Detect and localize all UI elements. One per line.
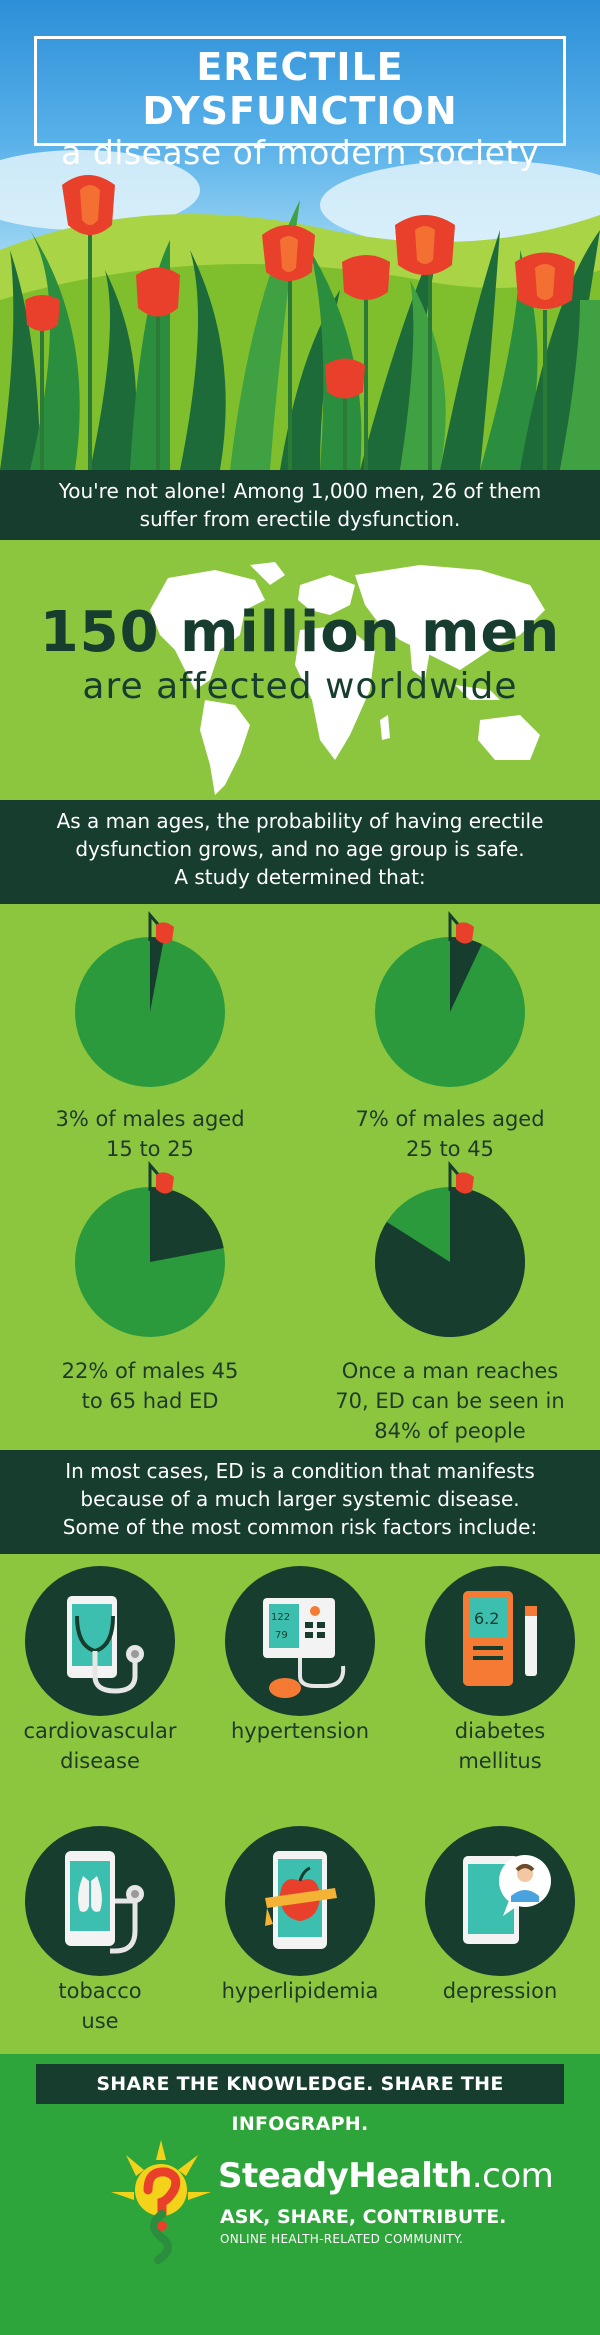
risk-label-line: hypertension bbox=[230, 1719, 370, 1743]
risk-item: tobacco use bbox=[0, 1826, 200, 2046]
title-frame: ERECTILE DYSFUNCTION a disease of modern… bbox=[34, 36, 566, 172]
risk-label: hypertension bbox=[200, 1716, 400, 1746]
risk-intro-line: Some of the most common risk factors inc… bbox=[62, 1515, 538, 1539]
wilted-tulip-icon bbox=[156, 1172, 174, 1194]
age-intro-line: dysfunction grows, and no age group is s… bbox=[75, 837, 525, 861]
brand-tagline-sub: ONLINE HEALTH-RELATED COMMUNITY. bbox=[220, 2232, 464, 2246]
pie-chart bbox=[75, 910, 225, 1087]
pie-chart bbox=[375, 1160, 525, 1337]
risk-label-line: tobacco bbox=[58, 1979, 142, 2003]
footer: SHARE THE KNOWLEDGE. SHARE THE INFOGRAPH… bbox=[0, 2054, 600, 2335]
stat-item: Once a man reaches 70, ED can be seen in… bbox=[300, 1154, 600, 1450]
risk-factors: cardiovascular disease 122 79 hypertensi… bbox=[0, 1554, 600, 2054]
blood-pressure-monitor-icon: 122 79 bbox=[225, 1566, 375, 1716]
risk-item: 122 79 hypertension bbox=[200, 1566, 400, 1806]
stat-item: 7% of males aged 25 to 45 bbox=[300, 904, 600, 1177]
tablet-stethoscope-icon bbox=[25, 1566, 175, 1716]
page-title: ERECTILE DYSFUNCTION bbox=[142, 45, 458, 133]
risk-label-line: cardiovascular bbox=[23, 1719, 177, 1743]
wilted-tulip-icon bbox=[456, 1172, 474, 1194]
risk-label-line: depression bbox=[442, 1979, 558, 2003]
stat-label-line: 15 to 25 bbox=[106, 1137, 194, 1161]
tulip-field-illustration bbox=[0, 150, 600, 470]
risk-item: cardiovascular disease bbox=[0, 1566, 200, 1806]
age-intro-banner: As a man ages, the probability of having… bbox=[0, 800, 600, 904]
headline-number: 150 million men bbox=[39, 600, 561, 665]
intro-banner: You're not alone! Among 1,000 men, 26 of… bbox=[0, 470, 600, 540]
risk-item: depression bbox=[400, 1826, 600, 2046]
stat-label-line: to 65 had ED bbox=[81, 1389, 219, 1413]
brand-name: SteadyHealth.com bbox=[218, 2156, 554, 2196]
age-statistics: 3% of males aged 15 to 25 7% of males ag… bbox=[0, 904, 600, 1450]
risk-intro-line: because of a much larger systemic diseas… bbox=[80, 1487, 520, 1511]
risk-label: cardiovascular disease bbox=[0, 1716, 200, 1776]
risk-label-line: disease bbox=[60, 1749, 140, 1773]
apple-measuring-tape-icon bbox=[225, 1826, 375, 1976]
pie-chart bbox=[375, 910, 525, 1087]
page-subtitle: a disease of modern society bbox=[61, 133, 539, 172]
phone-lungs-icon bbox=[25, 1826, 175, 1976]
risk-label: diabetes mellitus bbox=[400, 1716, 600, 1776]
stat-label-line: 7% of males aged bbox=[355, 1107, 545, 1131]
risk-label: hyperlipidemia bbox=[200, 1976, 400, 2006]
stat-label-line: 22% of males 45 bbox=[61, 1359, 239, 1383]
steadyhealth-logo-icon bbox=[111, 2140, 211, 2264]
world-map-icon bbox=[150, 562, 545, 795]
risk-label-line: mellitus bbox=[458, 1749, 542, 1773]
pie-slice bbox=[450, 937, 482, 1012]
hero-banner: ERECTILE DYSFUNCTION a disease of modern… bbox=[0, 0, 600, 470]
risk-label-line: diabetes bbox=[454, 1719, 546, 1743]
age-intro-line: As a man ages, the probability of having… bbox=[56, 809, 544, 833]
risk-item: hyperlipidemia bbox=[200, 1826, 400, 2046]
risk-intro-line: In most cases, ED is a condition that ma… bbox=[65, 1459, 535, 1483]
glucose-readout: 6.2 bbox=[474, 1609, 499, 1628]
pie-chart bbox=[75, 1160, 225, 1337]
stat-label: 22% of males 45 to 65 had ED bbox=[0, 1356, 300, 1416]
stat-label: 3% of males aged 15 to 25 bbox=[0, 1104, 300, 1164]
pie-slice bbox=[150, 1187, 224, 1262]
stat-label: Once a man reaches 70, ED can be seen in… bbox=[300, 1356, 600, 1446]
stat-label-line: 25 to 45 bbox=[406, 1137, 494, 1161]
stat-label-line: 3% of males aged bbox=[55, 1107, 245, 1131]
tablet-doctor-icon bbox=[425, 1826, 575, 1976]
risk-label-line: use bbox=[81, 2009, 119, 2033]
risk-intro-banner: In most cases, ED is a condition that ma… bbox=[0, 1450, 600, 1554]
stat-label-line: 70, ED can be seen in bbox=[335, 1389, 565, 1413]
risk-item: 6.2 diabetes mellitus bbox=[400, 1566, 600, 1806]
wilted-tulip-icon bbox=[456, 922, 474, 944]
bp-readout-top: 122 bbox=[271, 1612, 290, 1623]
pie-slice bbox=[375, 1187, 525, 1337]
share-banner: SHARE THE KNOWLEDGE. SHARE THE INFOGRAPH… bbox=[36, 2064, 564, 2135]
intro-line: suffer from erectile dysfunction. bbox=[139, 507, 461, 531]
headline-subtext: are affected worldwide bbox=[82, 666, 518, 707]
brand-tagline: ASK, SHARE, CONTRIBUTE. bbox=[220, 2206, 507, 2228]
age-intro-line: A study determined that: bbox=[174, 865, 426, 889]
brand-domain: .com bbox=[471, 2156, 554, 2196]
worldwide-section: 150 million men are affected worldwide bbox=[0, 540, 600, 800]
brand-name-text: SteadyHealth bbox=[218, 2156, 472, 2196]
pie-slice bbox=[150, 937, 165, 1012]
stat-label: 7% of males aged 25 to 45 bbox=[300, 1104, 600, 1164]
stat-item: 22% of males 45 to 65 had ED bbox=[0, 1154, 300, 1450]
risk-label: depression bbox=[400, 1976, 600, 2006]
intro-line: You're not alone! Among 1,000 men, 26 of… bbox=[58, 479, 542, 503]
stat-item: 3% of males aged 15 to 25 bbox=[0, 904, 300, 1177]
stat-label-line: Once a man reaches bbox=[341, 1359, 559, 1383]
wilted-tulip-icon bbox=[156, 922, 174, 944]
bp-readout-bottom: 79 bbox=[275, 1630, 288, 1641]
risk-label-line: hyperlipidemia bbox=[221, 1979, 379, 2003]
risk-label: tobacco use bbox=[0, 1976, 200, 2036]
stat-label-line: 84% of people bbox=[374, 1419, 526, 1443]
glucose-meter-icon: 6.2 bbox=[425, 1566, 575, 1716]
